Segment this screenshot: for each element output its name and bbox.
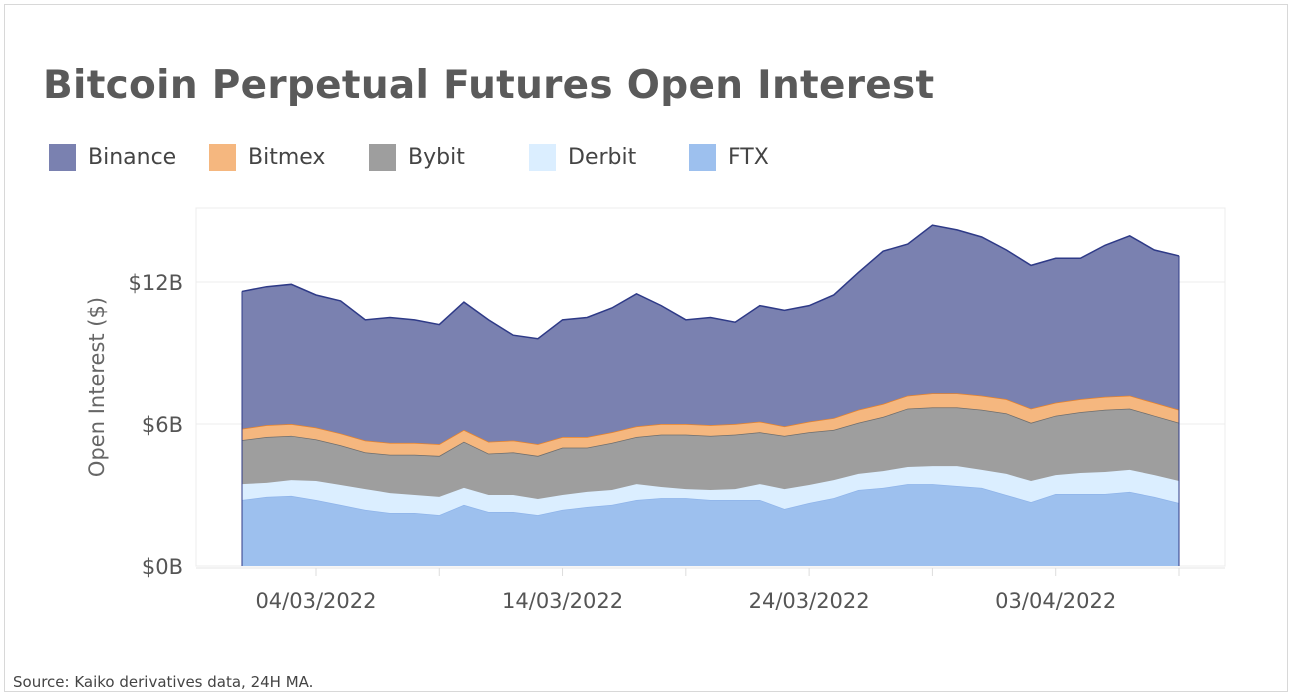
line-binance xyxy=(241,224,1180,340)
area-bybit xyxy=(242,407,1179,500)
source-note: Source: Kaiko derivatives data, 24H MA. xyxy=(13,673,314,691)
legend-label-derbit: Derbit xyxy=(568,145,637,170)
x-tick-label: 04/03/2022 xyxy=(255,589,376,613)
legend-item-bybit[interactable]: Bybit xyxy=(369,144,529,171)
legend-swatch-bitmex xyxy=(209,144,236,171)
legend-swatch-derbit xyxy=(529,144,556,171)
series-areas xyxy=(241,224,1180,566)
legend-item-binance[interactable]: Binance xyxy=(49,144,209,171)
legend-swatch-ftx xyxy=(689,144,716,171)
legend-label-ftx: FTX xyxy=(728,145,769,170)
y-tick-label: $12B xyxy=(129,271,184,295)
x-tick-label: 24/03/2022 xyxy=(749,589,870,613)
x-tick-label: 14/03/2022 xyxy=(502,589,623,613)
area-ftx xyxy=(242,484,1179,566)
legend-label-binance: Binance xyxy=(88,145,177,170)
legend-label-bybit: Bybit xyxy=(408,145,465,170)
y-tick-label: $6B xyxy=(142,413,183,437)
legend-swatch-bybit xyxy=(369,144,396,171)
y-axis-title: Open Interest ($) xyxy=(85,297,109,477)
chart-title: Bitcoin Perpetual Futures Open Interest xyxy=(43,63,935,108)
area-binance xyxy=(242,225,1179,445)
legend: Binance Bitmex Bybit Derbit FTX xyxy=(49,144,849,171)
legend-item-bitmex[interactable]: Bitmex xyxy=(209,144,369,171)
x-tick-label: 03/04/2022 xyxy=(995,589,1116,613)
legend-item-ftx[interactable]: FTX xyxy=(689,144,849,171)
legend-label-bitmex: Bitmex xyxy=(248,145,326,170)
axes: $0B $6B $12B 04/03/2022 14/03/2022 24/03/2022… xyxy=(129,271,1225,613)
area-bitmex xyxy=(242,393,1179,456)
y-tick-label: $0B xyxy=(142,555,183,579)
legend-swatch-binance xyxy=(49,144,76,171)
legend-item-derbit[interactable]: Derbit xyxy=(529,144,689,171)
